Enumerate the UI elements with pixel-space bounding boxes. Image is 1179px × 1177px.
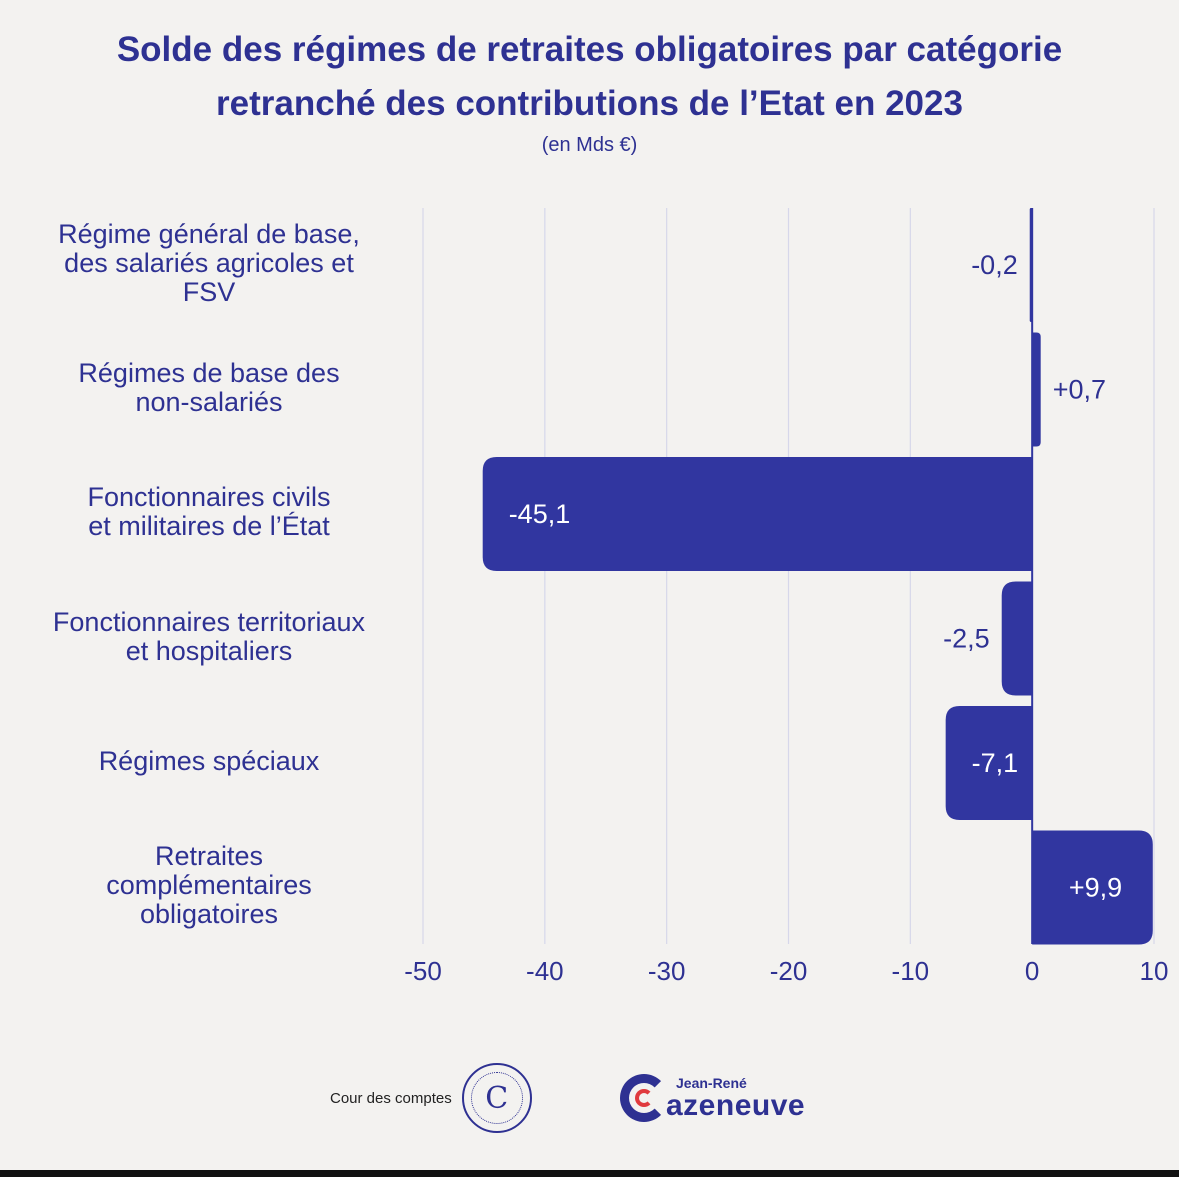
chart-title-line1: Solde des régimes de retraites obligatoi… [116,30,1063,69]
x-tick-label: -20 [770,956,808,986]
chart-title-line2: retranché des contributions de l’Etat en… [216,84,963,123]
bar-value-label: -2,5 [943,624,990,654]
bar-value-label: +9,9 [1069,873,1122,903]
cazeneuve-last-name: azeneuve [666,1088,806,1122]
bar-value-label: +0,7 [1053,375,1106,405]
cazeneuve-first-name: Jean-René [676,1074,747,1091]
category-label: Régime général de base, des salariés agri… [0,218,418,307]
cazeneuve-c-icon [620,1074,668,1122]
cour-des-comptes-text: Cour des comptes [330,1089,452,1107]
category-label: Fonctionnaires civils et militaires de l’… [0,483,418,541]
category-label-line: non-salariés [135,386,283,417]
category-label-line: Régimes de base des [78,357,340,388]
bar-chart: -50 -40 -30 -20 -10 0 10 -0,2 +0,7 -45,1 -2,5 -7,1 +… [404,208,1169,986]
cazeneuve-logo: Jean-René azeneuve [620,1070,805,1126]
x-tick-label: -10 [892,956,930,986]
bar [482,457,1033,571]
category-label: Régimes de base des non-salariés [0,357,418,417]
chart-subtitle: (en Mds €) [541,134,638,156]
category-label: Régimes spéciaux [0,745,418,776]
category-label-line: et militaires de l’État [88,511,330,541]
bar [1001,581,1033,696]
category-label-line: Retraites [154,841,264,871]
bar [1032,830,1153,945]
x-tick-label: -30 [648,956,686,986]
bottom-border [0,1170,1179,1177]
x-tick-label: -40 [526,956,564,986]
bar [1032,332,1041,447]
category-label-line: Fonctionnaires territoriaux [52,606,366,637]
category-label: Retraites complémentaires obligatoires [0,842,418,929]
x-tick-label: 0 [1025,956,1039,986]
bar-value-label: -7,1 [972,748,1019,778]
category-label-line: et hospitaliers [125,635,293,666]
category-label-line: Régime général de base, [58,218,360,249]
category-label-line: Régimes spéciaux [98,745,320,776]
category-label-line: complémentaires [106,870,312,900]
cour-des-comptes-seal-letter: C [470,1072,523,1124]
category-label-line: FSV [182,276,236,307]
category-label-line: Fonctionnaires civils [87,482,331,512]
category-label-line: obligatoires [139,899,279,929]
bar-value-label: -45,1 [509,499,571,529]
x-tick-label: -50 [404,956,442,986]
cour-des-comptes-seal-icon: C [461,1063,532,1133]
bar-value-label: -0,2 [971,250,1018,280]
x-tick-label: 10 [1140,956,1169,986]
category-label-line: des salariés agricoles et [64,247,354,278]
category-label: Fonctionnaires territoriaux et hospitalie… [0,606,418,666]
cour-des-comptes-logo-group: Cour des comptes C [330,1060,532,1136]
bar [945,706,1033,820]
